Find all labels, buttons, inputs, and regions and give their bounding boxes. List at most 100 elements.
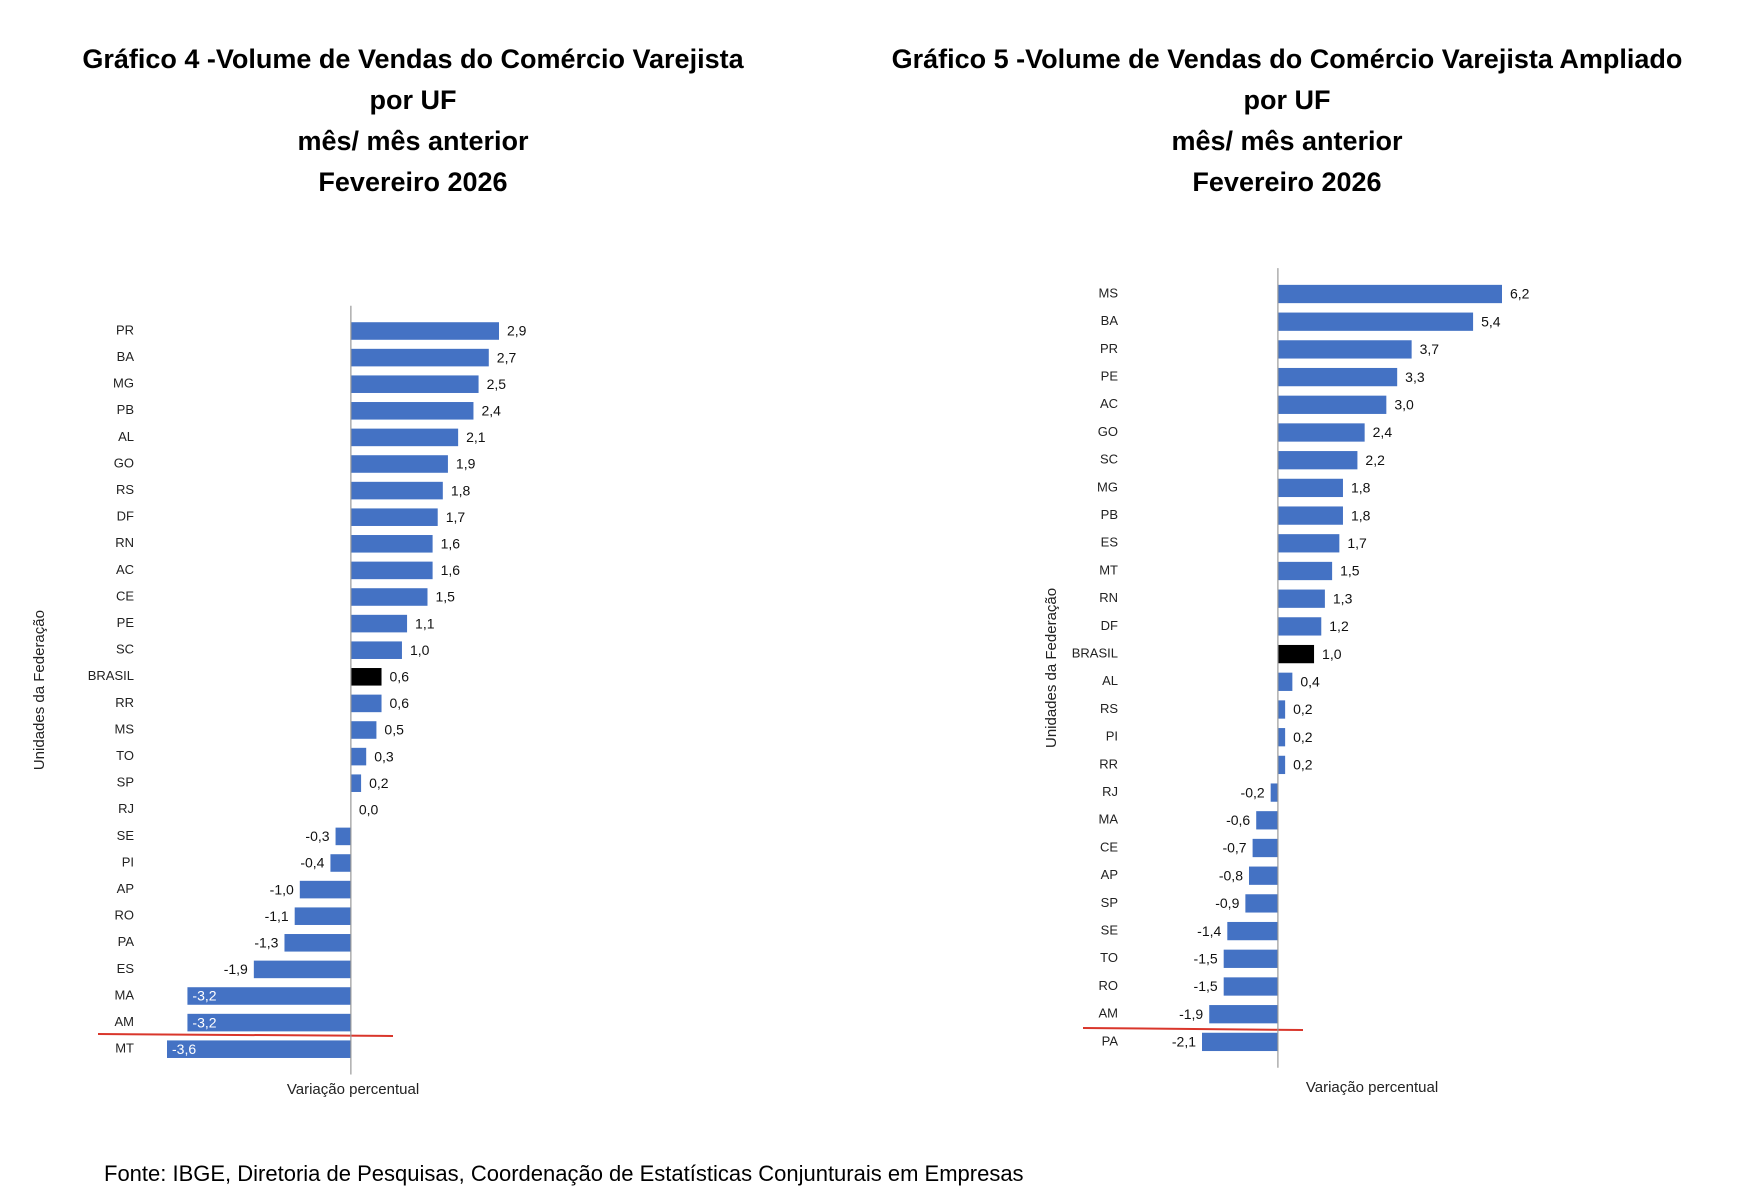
y-tick-label: AM — [1099, 1006, 1119, 1021]
data-label: 2,9 — [507, 323, 527, 339]
data-label: 1,0 — [410, 642, 430, 658]
bar — [1245, 894, 1278, 913]
data-label: 2,4 — [1373, 424, 1393, 440]
bar — [350, 588, 428, 606]
x-axis-label: Variação percentual — [1306, 1079, 1438, 1096]
data-label: -0,6 — [1226, 812, 1250, 828]
bar — [335, 827, 351, 846]
y-tick-label: SE — [117, 828, 135, 843]
data-label: 2,5 — [487, 376, 507, 392]
chart-title: mês/ mês anterior — [1171, 126, 1403, 156]
y-tick-label: MS — [1099, 285, 1119, 300]
y-tick-label: PI — [1106, 729, 1118, 744]
bar — [350, 535, 433, 553]
bar — [1277, 506, 1343, 525]
data-label: 0,2 — [1293, 757, 1313, 773]
bar — [1277, 451, 1358, 470]
bar — [1227, 921, 1278, 941]
bar — [1277, 340, 1412, 359]
chart-title: Gráfico 4 -Volume de Vendas do Comércio … — [82, 44, 744, 74]
data-label: 0,5 — [384, 722, 404, 738]
data-label: -1,0 — [270, 881, 294, 897]
y-tick-label: MT — [115, 1041, 134, 1056]
data-label: -0,4 — [300, 855, 324, 871]
data-label: 3,0 — [1394, 397, 1414, 413]
y-tick-label: PR — [1100, 341, 1118, 356]
y-tick-label: AC — [116, 562, 134, 577]
data-label: 0,6 — [390, 669, 410, 685]
bar — [1277, 312, 1474, 331]
data-label: -0,7 — [1222, 840, 1246, 856]
bar — [350, 508, 438, 526]
y-tick-label: RO — [1099, 978, 1119, 993]
y-tick-label: RN — [1099, 590, 1118, 605]
data-label: 5,4 — [1481, 313, 1501, 329]
bar — [1277, 561, 1333, 581]
bar — [1270, 783, 1278, 802]
y-tick-label: ES — [117, 961, 135, 976]
data-label: -1,9 — [1179, 1006, 1203, 1022]
bar — [299, 880, 351, 899]
y-tick-label: RS — [1100, 701, 1118, 716]
bar — [1277, 672, 1293, 691]
data-label: -0,9 — [1215, 895, 1239, 911]
data-label: 1,8 — [1351, 480, 1371, 496]
bar — [187, 987, 351, 1005]
bar — [1277, 700, 1286, 719]
data-label: 1,7 — [446, 509, 466, 525]
y-tick-label: RN — [115, 535, 134, 550]
data-label: 0,4 — [1300, 674, 1320, 690]
bar — [330, 854, 351, 872]
data-label: 1,8 — [451, 482, 471, 498]
data-label: 1,1 — [415, 615, 435, 631]
y-tick-label: RJ — [1102, 784, 1118, 799]
data-label: -1,9 — [224, 961, 248, 977]
y-tick-label: TO — [1100, 950, 1118, 965]
chart-title: Gráfico 5 -Volume de Vendas do Comércio … — [892, 44, 1683, 74]
y-tick-label: GO — [1098, 424, 1118, 439]
chart-title: Fevereiro 2026 — [1192, 167, 1381, 197]
bar — [284, 934, 351, 952]
y-tick-label: PA — [1102, 1033, 1119, 1048]
bar — [1209, 1005, 1278, 1024]
source-note: Fonte: IBGE, Diretoria de Pesquisas, Coo… — [104, 1161, 1024, 1186]
bar — [1252, 838, 1278, 858]
data-label: 3,3 — [1405, 369, 1425, 385]
bar — [350, 561, 433, 580]
y-tick-label: CE — [116, 588, 134, 603]
y-tick-label: DF — [1101, 618, 1118, 633]
bar — [1223, 977, 1278, 996]
y-tick-label: SP — [1101, 895, 1118, 910]
bar — [350, 402, 474, 420]
y-tick-label: AL — [118, 429, 134, 444]
data-label: 0,0 — [359, 802, 379, 818]
data-label: 1,0 — [1322, 646, 1342, 662]
data-label: -1,3 — [254, 935, 278, 951]
red-underline — [1082, 1027, 1304, 1031]
data-label: 1,6 — [441, 562, 461, 578]
bar — [350, 721, 377, 739]
y-tick-label: AP — [117, 881, 134, 896]
chart-title: por UF — [370, 85, 457, 115]
y-tick-label: SE — [1101, 923, 1119, 938]
data-label: 1,8 — [1351, 507, 1371, 523]
bar — [350, 668, 382, 686]
data-label: -0,2 — [1241, 784, 1265, 800]
bar — [1202, 1032, 1278, 1052]
y-tick-label: MG — [113, 376, 134, 391]
y-tick-label: MG — [1097, 479, 1118, 494]
y-axis-label: Unidades da Federação — [31, 610, 48, 770]
y-tick-label: PB — [1101, 507, 1118, 522]
bar — [1277, 395, 1387, 414]
y-tick-label: BRASIL — [1072, 646, 1118, 661]
y-tick-label: RS — [116, 482, 134, 497]
data-label: 1,3 — [1333, 590, 1353, 606]
data-label: -1,5 — [1194, 951, 1218, 967]
y-tick-label: RO — [115, 908, 135, 923]
y-tick-label: PB — [117, 402, 134, 417]
data-label: 0,2 — [1293, 729, 1313, 745]
data-label: -1,4 — [1197, 923, 1221, 939]
bar — [350, 774, 362, 792]
x-axis-label: Variação percentual — [287, 1081, 419, 1098]
